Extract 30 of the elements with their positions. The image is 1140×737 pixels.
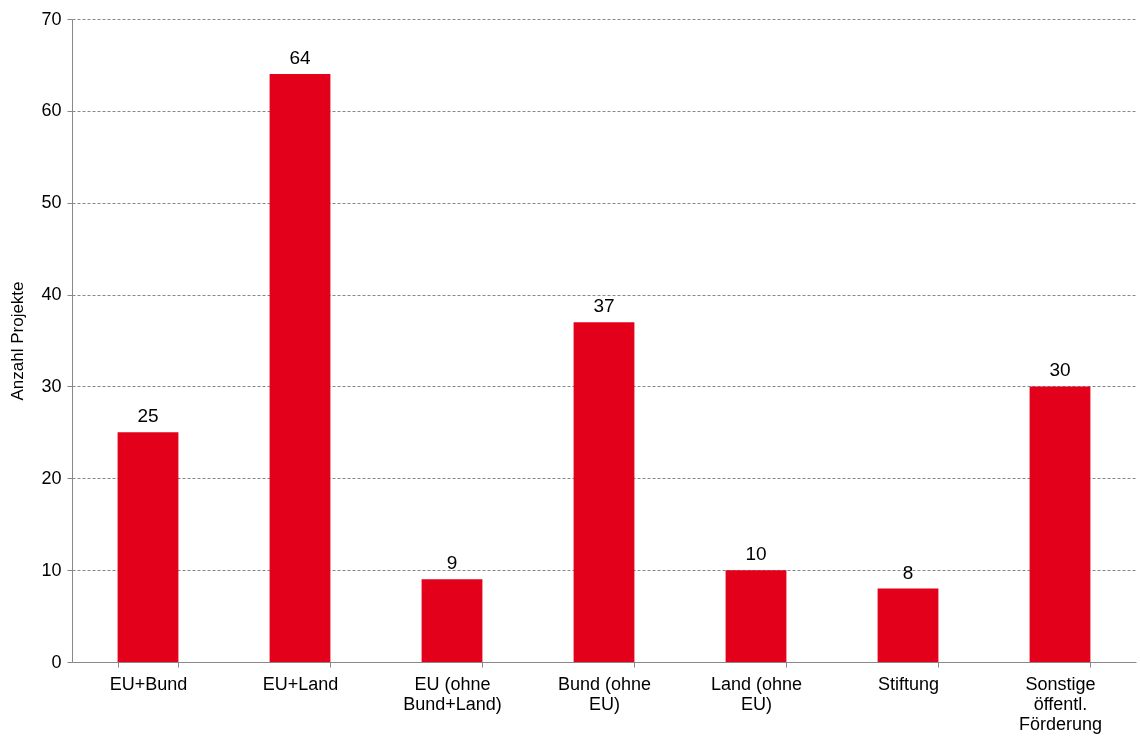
data-label: 9 bbox=[446, 552, 458, 574]
bar bbox=[1029, 386, 1091, 662]
bar bbox=[269, 74, 331, 662]
y-tick-label: 10 bbox=[41, 559, 62, 580]
y-tick-label: 30 bbox=[41, 375, 62, 396]
y-tick-label: 60 bbox=[41, 100, 62, 121]
bar bbox=[725, 570, 787, 662]
x-tick-label: EU+Bund bbox=[109, 673, 188, 694]
x-tick-label: EU+Land bbox=[262, 673, 339, 694]
y-tick-label: 70 bbox=[41, 8, 62, 29]
bar bbox=[421, 579, 483, 662]
data-label: 30 bbox=[1049, 359, 1071, 381]
x-tick-label: EU (ohne Bund+Land) bbox=[403, 673, 502, 714]
data-label: 37 bbox=[593, 295, 615, 317]
x-tick-label: Land (ohne EU) bbox=[710, 673, 803, 714]
data-label: 10 bbox=[745, 543, 767, 565]
y-tick-label: 0 bbox=[51, 651, 62, 672]
data-label: 64 bbox=[289, 47, 311, 69]
bar bbox=[877, 588, 939, 662]
y-axis-title: Anzahl Projekte bbox=[8, 281, 28, 401]
y-tick-label: 50 bbox=[41, 192, 62, 213]
x-tick-label: Stiftung bbox=[877, 673, 940, 694]
data-label: 8 bbox=[902, 561, 914, 583]
bar bbox=[117, 432, 179, 662]
x-tick-label: Sonstige öffentl. Förderung bbox=[1018, 673, 1103, 734]
y-tick-label: 20 bbox=[41, 467, 62, 488]
data-label: 25 bbox=[137, 405, 159, 427]
bar bbox=[573, 322, 635, 662]
y-tick-label: 40 bbox=[41, 284, 62, 305]
x-tick-label: Bund (ohne EU) bbox=[557, 673, 652, 714]
